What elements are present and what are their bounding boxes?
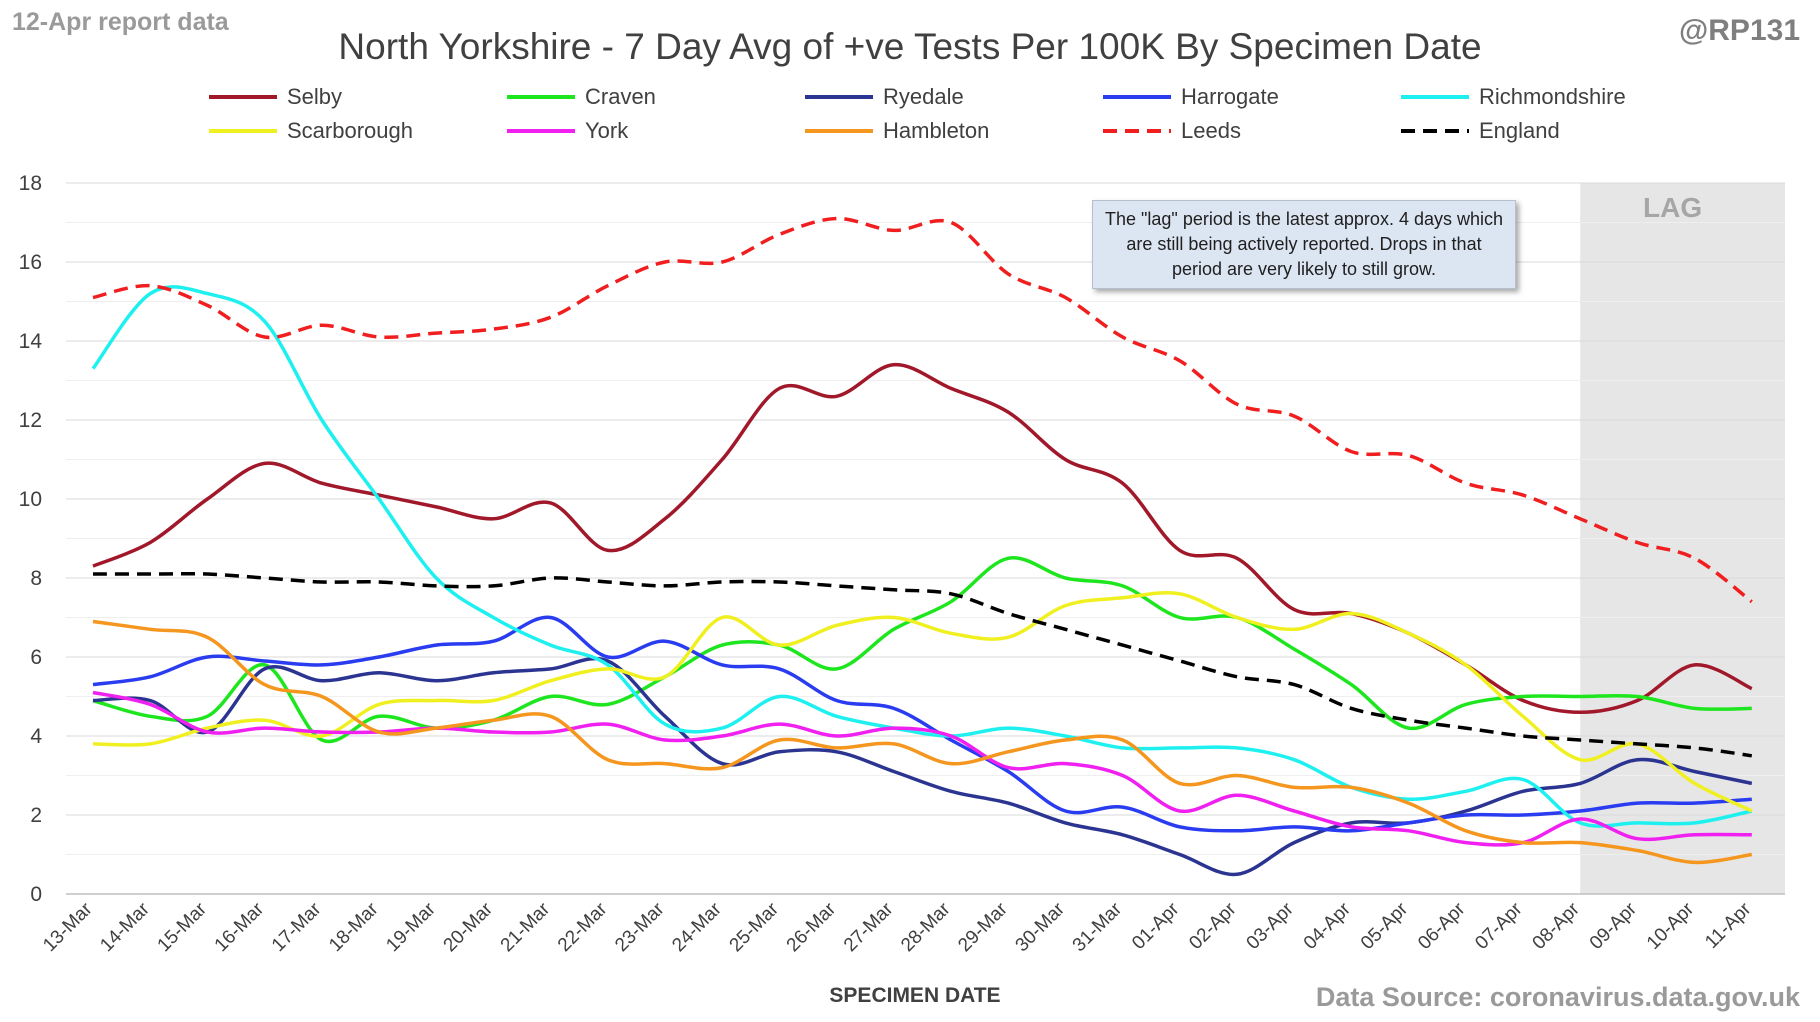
series-line-harrogate bbox=[92, 615, 1752, 833]
x-axis-ticks: 13-Mar 14-Mar 15-Mar 16-Mar 17-Mar 18-Mar 19-M… bbox=[39, 898, 1756, 956]
series-layer bbox=[91, 216, 1753, 877]
y-tick-label: 14 bbox=[19, 330, 43, 353]
lag-label: LAG bbox=[1643, 192, 1702, 223]
x-tick-label: 27-Mar bbox=[840, 898, 898, 956]
legend-item-hambleton: Hambleton bbox=[801, 116, 989, 146]
x-tick-label: 30-Mar bbox=[1012, 898, 1070, 956]
legend-label: Hambleton bbox=[883, 118, 990, 143]
x-tick-label: 15-Mar bbox=[154, 898, 212, 956]
series-line-hambleton bbox=[92, 619, 1753, 865]
series-line-ryedale bbox=[92, 656, 1753, 877]
legend-swatch bbox=[507, 129, 575, 133]
x-tick-label: 02-Apr bbox=[1185, 898, 1241, 954]
legend-item-ryedale: Ryedale bbox=[801, 82, 964, 112]
legend-swatch bbox=[1103, 129, 1171, 133]
x-tick-label: 25-Mar bbox=[726, 898, 784, 956]
data-source: Data Source: coronavirus.data.gov.uk bbox=[1315, 982, 1800, 1012]
legend-item-craven: Craven bbox=[503, 82, 656, 112]
y-tick-label: 16 bbox=[19, 251, 42, 274]
x-tick-label: 16-Mar bbox=[211, 898, 269, 956]
legend-label: Selby bbox=[287, 84, 343, 109]
series-line-richmondshire bbox=[91, 285, 1753, 828]
y-tick-label: 6 bbox=[30, 646, 42, 669]
legend-item-england: England bbox=[1397, 116, 1560, 146]
series-line-scarborough bbox=[92, 591, 1753, 813]
legend-label: England bbox=[1479, 118, 1560, 143]
x-tick-label: 20-Mar bbox=[440, 898, 498, 956]
legend-label: Leeds bbox=[1181, 118, 1241, 143]
legend-item-harrogate: Harrogate bbox=[1099, 82, 1279, 112]
y-tick-label: 4 bbox=[30, 725, 42, 748]
series-line-craven bbox=[92, 556, 1752, 744]
legend-item-selby: Selby bbox=[205, 82, 342, 112]
legend-item-leeds: Leeds bbox=[1099, 116, 1241, 146]
x-axis-title: SPECIMEN DATE bbox=[829, 984, 1001, 1007]
legend-item-richmondshire: Richmondshire bbox=[1397, 82, 1626, 112]
legend-swatch bbox=[507, 95, 575, 99]
x-tick-label: 19-Mar bbox=[382, 898, 440, 956]
series-line-leeds bbox=[92, 216, 1753, 604]
x-tick-label: 10-Apr bbox=[1643, 898, 1699, 954]
report-date-label: 12-Apr report data bbox=[12, 8, 229, 36]
x-tick-label: 24-Mar bbox=[668, 898, 726, 956]
x-tick-label: 14-Mar bbox=[96, 898, 154, 956]
legend-label: Richmondshire bbox=[1479, 84, 1626, 109]
legend-swatch bbox=[1103, 95, 1171, 99]
y-tick-label: 8 bbox=[30, 567, 42, 590]
x-tick-label: 21-Mar bbox=[497, 898, 555, 956]
x-tick-label: 11-Apr bbox=[1701, 898, 1756, 953]
legend-label: Harrogate bbox=[1181, 84, 1279, 109]
legend-item-scarborough: Scarborough bbox=[205, 116, 413, 146]
chart-title: North Yorkshire - 7 Day Avg of +ve Tests… bbox=[338, 26, 1482, 67]
legend-label: Ryedale bbox=[883, 84, 964, 109]
legend-swatch bbox=[805, 129, 873, 133]
x-tick-label: 01-Apr bbox=[1128, 898, 1184, 954]
x-tick-label: 28-Mar bbox=[897, 898, 955, 956]
series-line-york bbox=[92, 690, 1752, 847]
y-tick-label: 12 bbox=[19, 409, 42, 432]
y-tick-label: 18 bbox=[19, 172, 42, 195]
legend-label: York bbox=[585, 118, 629, 143]
x-tick-label: 17-Mar bbox=[268, 898, 326, 956]
series-line-england bbox=[93, 571, 1753, 758]
legend-swatch bbox=[1401, 95, 1469, 99]
legend-item-york: York bbox=[503, 116, 628, 146]
gridlines bbox=[66, 182, 1785, 855]
x-tick-label: 04-Apr bbox=[1300, 898, 1356, 954]
x-tick-label: 18-Mar bbox=[325, 898, 383, 956]
y-tick-label: 0 bbox=[30, 883, 42, 906]
x-tick-label: 07-Apr bbox=[1471, 898, 1527, 954]
x-tick-label: 22-Mar bbox=[554, 898, 612, 956]
legend-label: Craven bbox=[585, 84, 656, 109]
y-axis-ticks: 0 2 4 6 8 10 12 14 16 18 bbox=[19, 172, 43, 906]
x-tick-label: 03-Apr bbox=[1243, 898, 1299, 954]
legend-label: Scarborough bbox=[287, 118, 413, 143]
x-tick-label: 26-Mar bbox=[783, 898, 841, 956]
x-tick-label: 23-Mar bbox=[611, 898, 669, 956]
x-tick-label: 29-Mar bbox=[954, 898, 1012, 956]
legend-swatch bbox=[209, 129, 277, 133]
legend-swatch bbox=[805, 95, 873, 99]
y-tick-label: 2 bbox=[30, 804, 42, 827]
x-tick-label: 09-Apr bbox=[1586, 898, 1642, 954]
legend-swatch bbox=[1401, 129, 1469, 133]
x-tick-label: 08-Apr bbox=[1529, 898, 1585, 954]
y-tick-label: 10 bbox=[19, 488, 42, 511]
x-tick-label: 05-Apr bbox=[1357, 898, 1413, 954]
legend-swatch bbox=[209, 95, 277, 99]
x-tick-label: 31-Mar bbox=[1069, 898, 1127, 956]
lag-note: The "lag" period is the latest approx. 4… bbox=[1092, 200, 1516, 289]
author-handle: @RP131 bbox=[1679, 14, 1800, 47]
x-tick-label: 13-Mar bbox=[39, 898, 97, 956]
x-tick-label: 06-Apr bbox=[1414, 898, 1470, 954]
